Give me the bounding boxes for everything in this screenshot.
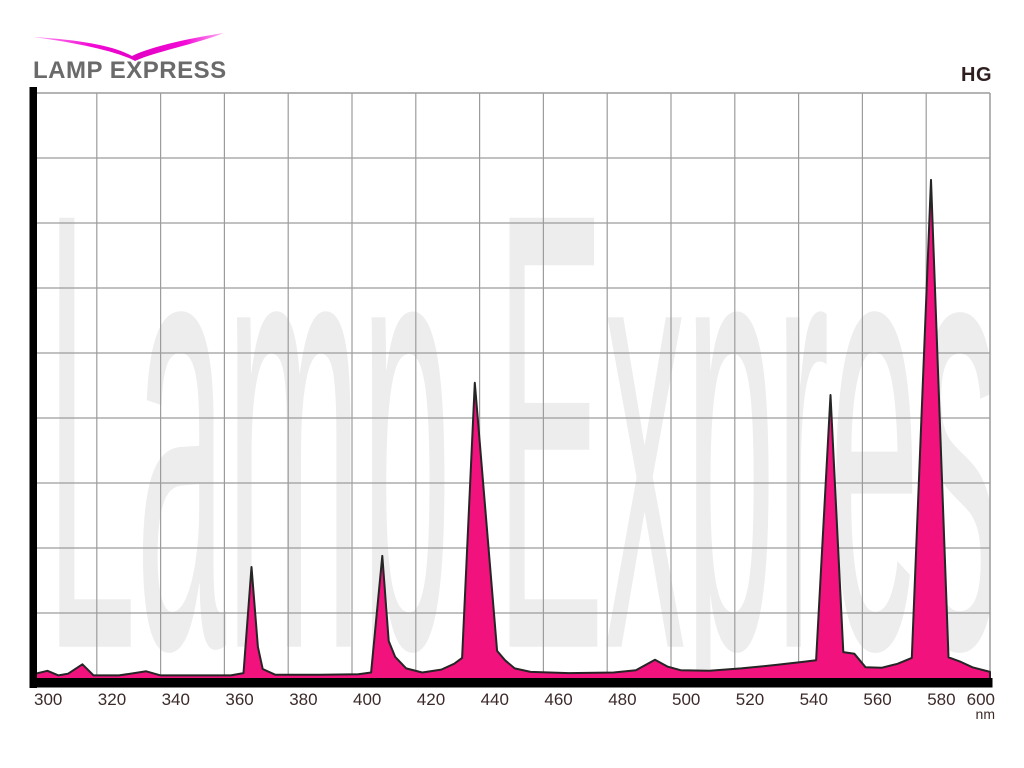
x-tick-label: 560: [863, 690, 892, 709]
x-tick-label: 300: [34, 690, 63, 709]
x-tick-label: 320: [97, 690, 127, 709]
spectrum-area: [32, 178, 991, 682]
x-tick-label: 340: [161, 690, 190, 709]
x-tick-label: 600: [966, 690, 995, 709]
y-axis-bar: [29, 87, 37, 688]
x-tick-label: 380: [289, 690, 318, 709]
chart-watermark: Lamp Express: [46, 83, 1024, 768]
x-axis-bar: [29, 678, 993, 688]
x-tick-label: 440: [480, 690, 509, 709]
x-axis-unit: nm: [975, 706, 995, 722]
brand-swoosh-icon: [33, 33, 224, 61]
x-tick-label: 420: [416, 690, 446, 709]
x-tick-label: 400: [353, 690, 382, 709]
brand-title: LAMP EXPRESS: [33, 57, 227, 84]
x-tick-label: 360: [225, 690, 254, 709]
lamp-type-label: HG: [961, 64, 992, 86]
x-tick-label: 520: [735, 690, 765, 709]
x-tick-label: 580: [927, 690, 956, 709]
x-tick-label: 540: [799, 690, 828, 709]
x-tick-label: 480: [608, 690, 637, 709]
x-tick-label: 460: [544, 690, 573, 709]
x-tick-label: 500: [672, 690, 701, 709]
